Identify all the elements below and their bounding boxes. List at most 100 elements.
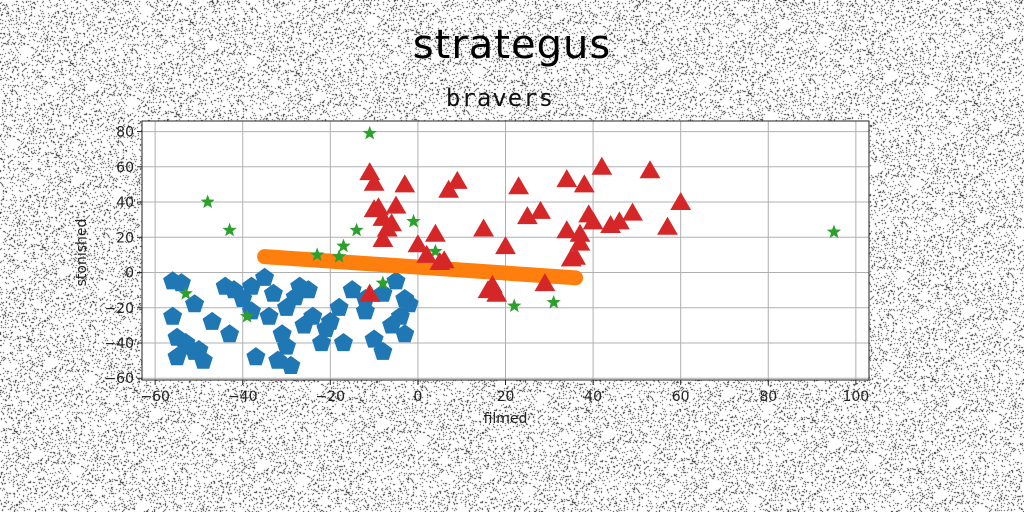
- star-point: [428, 243, 443, 258]
- triangle-point: [591, 156, 613, 175]
- pentagon-point: [320, 311, 340, 330]
- pentagon-point: [189, 340, 209, 359]
- pentagon-point: [268, 350, 288, 369]
- triangle-point: [582, 211, 604, 230]
- triangle-point: [573, 174, 595, 193]
- pentagon-point: [355, 301, 375, 320]
- star-point: [310, 247, 325, 261]
- pentagon-point: [242, 276, 261, 295]
- triangle-point: [657, 216, 678, 235]
- axis-ticks: −60 −40 −20 0 20 40 60 80 100 −60 −40 −20 0 20 40 60 80: [104, 125, 869, 405]
- x-tick-label: 40: [584, 389, 602, 405]
- triangle-point: [416, 244, 438, 263]
- triangle-point: [486, 283, 508, 302]
- triangle-point: [622, 202, 643, 221]
- pentagon-point: [167, 347, 187, 366]
- x-tick-label: 100: [842, 389, 869, 405]
- triangle-point: [534, 273, 556, 292]
- triangle-point: [425, 223, 446, 242]
- x-axis-label: filmed: [484, 411, 528, 427]
- pentagon-point: [202, 311, 222, 330]
- triangle-point: [407, 234, 429, 253]
- pentagon-point: [215, 276, 235, 295]
- pentagon-point: [171, 273, 191, 292]
- pentagon-point: [259, 306, 279, 325]
- x-tick-label: 0: [413, 389, 422, 405]
- triangle-point: [556, 220, 578, 239]
- triangle-point: [495, 236, 516, 255]
- triangle-point: [376, 218, 398, 237]
- star-point: [331, 249, 347, 263]
- star-point: [507, 298, 522, 313]
- y-tick-label: 40: [116, 195, 134, 211]
- triangle-point: [556, 169, 578, 188]
- y-tick-label: −40: [104, 336, 134, 352]
- star-point: [178, 286, 193, 300]
- triangle-point: [639, 160, 661, 179]
- pentagon-point: [342, 280, 362, 299]
- x-tick-label: 80: [759, 389, 777, 405]
- pentagon-point: [312, 333, 332, 352]
- star-point: [222, 222, 237, 237]
- triangle-point: [609, 211, 630, 230]
- triangle-point: [446, 170, 468, 189]
- pentagon-point: [255, 267, 275, 286]
- x-tick-label: −20: [316, 389, 346, 405]
- pentagon-point: [263, 283, 283, 302]
- triangle-point: [359, 283, 381, 302]
- pentagon-point: [373, 283, 393, 302]
- star-point: [336, 238, 351, 253]
- triangle-point: [385, 195, 407, 214]
- triangle-point: [363, 172, 385, 191]
- pentagon-point: [298, 280, 318, 299]
- pentagon-point: [373, 341, 393, 360]
- y-tick-label: −20: [104, 301, 134, 317]
- pentagon-point: [303, 306, 323, 325]
- triangle-point: [433, 250, 455, 269]
- chart-subtitle: bravers: [445, 84, 555, 112]
- triangle-point: [569, 232, 591, 251]
- y-tick-label: 80: [116, 125, 134, 141]
- pentagon-point: [333, 333, 353, 352]
- triangle-point: [473, 218, 494, 237]
- triangle-point: [372, 229, 394, 247]
- star-point: [240, 309, 255, 323]
- chart-title: strategus: [412, 22, 612, 68]
- pentagon-point: [277, 336, 296, 355]
- triangle-point: [517, 206, 538, 225]
- star-point: [362, 125, 377, 140]
- star-point: [546, 295, 561, 309]
- pentagon-point: [364, 329, 384, 348]
- x-tick-label: −60: [140, 389, 170, 405]
- x-tick-label: −40: [228, 389, 258, 405]
- pentagon-point: [176, 333, 196, 352]
- data-marks: [163, 125, 842, 374]
- pentagon-point: [386, 271, 406, 290]
- x-tick-label: 60: [672, 389, 690, 405]
- star-point: [200, 194, 215, 209]
- triangle-point: [565, 246, 586, 265]
- trend-line: [257, 249, 584, 286]
- pentagon-point: [329, 297, 349, 316]
- pentagon-point: [399, 294, 419, 313]
- y-tick-label: 0: [125, 266, 134, 282]
- y-tick-label: 60: [116, 160, 134, 176]
- pentagon-point: [163, 306, 183, 325]
- y-axis-label: stonished: [74, 219, 90, 287]
- pentagon-point: [220, 324, 240, 343]
- star-point: [826, 224, 842, 239]
- pentagon-point: [246, 347, 266, 366]
- triangle-point: [394, 174, 416, 193]
- y-tick-label: −60: [104, 371, 134, 387]
- star-point: [375, 275, 390, 290]
- triangle-point: [670, 192, 692, 210]
- star-point: [349, 222, 364, 237]
- triangle-point: [530, 200, 551, 219]
- star-point: [406, 213, 421, 228]
- y-tick-label: 20: [116, 230, 134, 246]
- pentagon-point: [395, 324, 415, 343]
- x-tick-label: 20: [497, 389, 515, 405]
- triangle-point: [508, 176, 529, 195]
